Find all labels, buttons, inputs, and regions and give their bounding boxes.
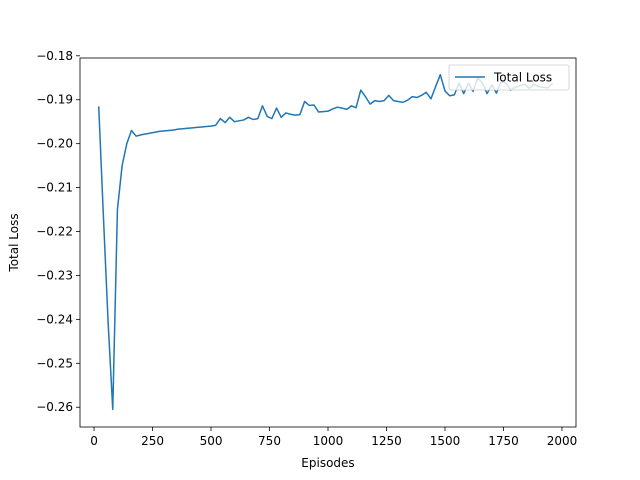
x-tick-label: 250: [141, 434, 164, 448]
y-tick-label: −0.24: [36, 312, 73, 326]
legend: Total Loss: [448, 64, 570, 91]
y-axis-ticks: −0.26 −0.25 −0.24 −0.23 −0.22 −0.21 −0.20 −0.19…: [36, 49, 80, 414]
x-tick-label: 0: [90, 434, 98, 448]
y-axis-label: Total Loss: [7, 213, 21, 272]
y-tick-label: −0.21: [36, 181, 73, 195]
y-tick-label: −0.25: [36, 356, 73, 370]
plot-frame: [79, 57, 577, 428]
y-tick-label: −0.20: [36, 137, 73, 151]
y-tick-label: −0.18: [36, 49, 73, 63]
x-tick-label: 1250: [371, 434, 402, 448]
x-tick-label: 2000: [547, 434, 578, 448]
x-tick-label: 1750: [488, 434, 519, 448]
legend-entry-total-loss: Total Loss: [493, 71, 552, 85]
x-tick-label: 500: [200, 434, 223, 448]
x-axis-ticks: 0 250 500 750 1000 1250 1500 1750 2000: [90, 427, 577, 448]
y-tick-label: −0.22: [36, 225, 73, 239]
y-tick-label: −0.26: [36, 400, 73, 414]
legend-box: [448, 64, 570, 91]
x-tick-label: 1000: [313, 434, 344, 448]
y-tick-label: −0.23: [36, 268, 73, 282]
x-axis-label: Episodes: [301, 456, 354, 470]
y-tick-label: −0.19: [36, 93, 73, 107]
x-tick-label: 750: [258, 434, 281, 448]
x-tick-label: 1500: [430, 434, 461, 448]
